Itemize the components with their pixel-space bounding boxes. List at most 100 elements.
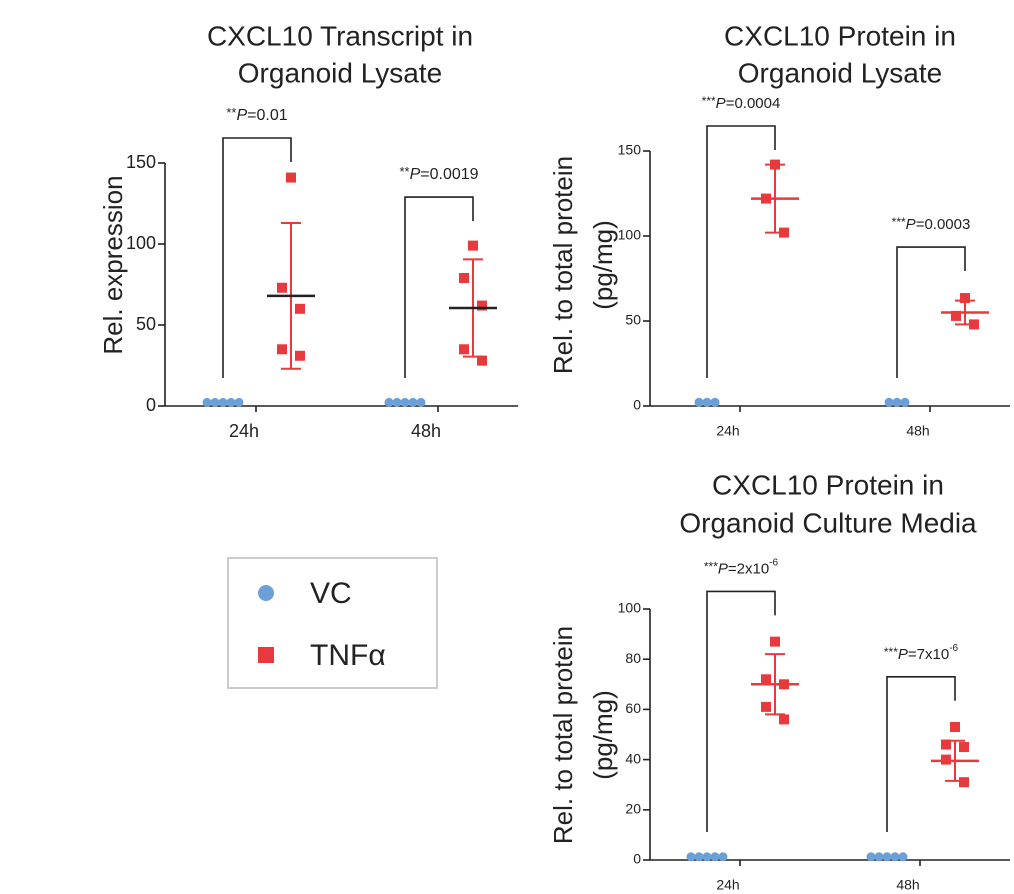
tnf-point — [295, 303, 305, 314]
x-tick-label: 48h — [906, 423, 929, 439]
tnf-point — [941, 739, 951, 750]
p-value: =0.0019 — [420, 166, 478, 183]
legend-label: TNFα — [310, 639, 386, 672]
legend-box — [227, 557, 438, 689]
significance-bracket — [896, 246, 966, 378]
tnf-point — [277, 344, 287, 355]
p-value: =0.01 — [247, 107, 288, 124]
stars: *** — [884, 645, 898, 659]
vc-point — [210, 397, 220, 407]
significance-bracket — [886, 675, 956, 832]
vc-point — [384, 397, 394, 407]
vc-point — [202, 397, 212, 407]
y-axis-label: Rel. expression — [98, 175, 128, 354]
chart-title: Organoid Lysate — [238, 57, 442, 88]
vc-point — [900, 397, 910, 407]
tnf-point — [959, 742, 969, 753]
tnf-point — [951, 310, 961, 321]
exponent: -6 — [949, 642, 958, 653]
y-axis-label: (pg/mg) — [588, 220, 618, 310]
y-tick-label: 20 — [625, 801, 641, 817]
tnf-point — [959, 777, 969, 788]
y-tick-label: 100 — [126, 233, 156, 253]
legend-marker — [258, 647, 274, 663]
y-tick-label: 0 — [146, 395, 156, 415]
p-symbol: P — [898, 646, 908, 663]
vc-point — [898, 852, 908, 862]
y-axis-label: Rel. to total protein — [548, 626, 578, 844]
p-symbol: P — [716, 95, 726, 112]
vc-point — [882, 852, 892, 862]
stars: ** — [226, 105, 236, 120]
significance-bracket — [706, 125, 776, 378]
y-tick-label: 50 — [136, 314, 156, 334]
vc-point — [234, 397, 244, 407]
tnf-point — [950, 721, 960, 732]
vc-point — [874, 852, 884, 862]
p-value-annotation: ***P=0.0004 — [702, 94, 781, 112]
stars: *** — [704, 560, 718, 574]
stars: *** — [702, 94, 716, 108]
tnf-point — [761, 701, 771, 712]
tnf-point — [761, 674, 771, 685]
vc-point — [702, 852, 712, 862]
tnf-point — [770, 636, 780, 647]
p-value: =7x10 — [908, 646, 949, 663]
vc-point — [890, 852, 900, 862]
vc-point — [694, 852, 704, 862]
legend-label: VC — [310, 577, 352, 610]
x-tick-label: 48h — [896, 877, 919, 893]
significance-bracket — [404, 196, 474, 378]
y-tick-label: 50 — [625, 312, 641, 328]
stars: ** — [399, 164, 409, 179]
vc-point — [392, 397, 402, 407]
chart-title: CXCL10 Protein in — [724, 20, 956, 51]
y-tick-label: 0 — [633, 397, 641, 413]
vc-point — [710, 852, 720, 862]
chart-title: CXCL10 Protein in — [712, 469, 944, 500]
vc-point — [694, 397, 704, 407]
significance-bracket — [222, 137, 292, 378]
vc-point — [686, 852, 696, 862]
p-value: =0.0004 — [726, 95, 781, 112]
chart-title: Organoid Culture Media — [679, 507, 977, 538]
chart-title: CXCL10 Transcript in — [207, 20, 473, 51]
p-value-annotation: **P=0.0019 — [399, 164, 478, 183]
tnf-point — [277, 282, 287, 293]
chart-title: Organoid Lysate — [738, 57, 942, 88]
tnf-point — [941, 754, 951, 765]
legend-marker — [258, 585, 274, 601]
tnf-point — [960, 293, 970, 304]
tnf-point — [295, 350, 305, 361]
p-value-annotation: **P=0.01 — [226, 105, 287, 124]
vc-point — [408, 397, 418, 407]
y-tick-label: 100 — [618, 227, 642, 243]
vc-point — [710, 397, 720, 407]
p-symbol: P — [718, 560, 728, 577]
stars: *** — [892, 215, 906, 229]
y-tick-label: 0 — [633, 851, 641, 867]
tnf-point — [477, 300, 487, 311]
tnf-point — [286, 172, 296, 183]
tnf-point — [779, 714, 789, 725]
p-symbol: P — [906, 216, 916, 233]
p-value-annotation: ***P=7x10-6 — [884, 642, 959, 662]
vc-point — [218, 397, 228, 407]
y-tick-label: 40 — [625, 750, 641, 766]
significance-bracket — [706, 590, 776, 832]
tnf-point — [459, 273, 469, 284]
p-value-annotation: ***P=2x10-6 — [704, 557, 779, 577]
p-value: =0.0003 — [916, 216, 971, 233]
x-tick-label: 24h — [716, 423, 739, 439]
vc-point — [416, 397, 426, 407]
vc-point — [400, 397, 410, 407]
tnf-point — [477, 355, 487, 366]
y-axis-label: (pg/mg) — [588, 690, 618, 780]
p-symbol: P — [236, 107, 247, 124]
p-value-annotation: ***P=0.0003 — [892, 215, 971, 233]
exponent: -6 — [769, 557, 778, 568]
p-value: =2x10 — [728, 560, 769, 577]
y-tick-label: 150 — [618, 142, 642, 158]
vc-point — [718, 852, 728, 862]
